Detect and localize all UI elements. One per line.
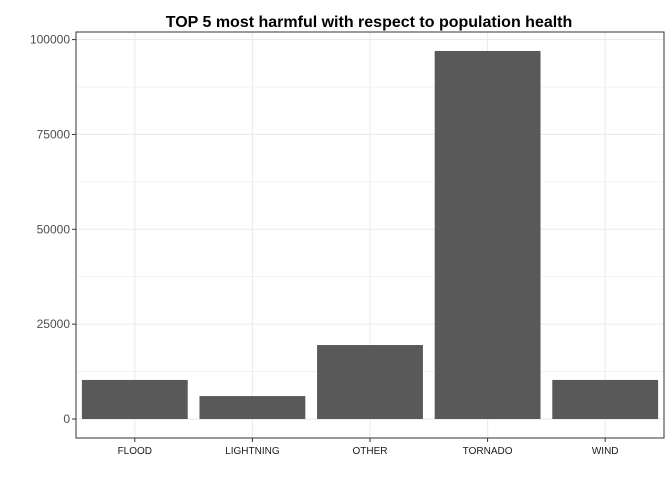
x-axis: FLOOD LIGHTNING OTHER TORNADO WIND xyxy=(118,438,619,457)
y-tick-label: 25000 xyxy=(37,317,71,331)
y-tick-label: 75000 xyxy=(37,127,71,141)
x-tick-label: LIGHTNING xyxy=(225,446,280,457)
y-tick-label: 50000 xyxy=(37,222,71,236)
bar-flood xyxy=(81,379,188,420)
y-tick-label: 0 xyxy=(63,412,70,426)
chart-title: TOP 5 most harmful with respect to popul… xyxy=(166,14,573,31)
x-tick-label: OTHER xyxy=(353,446,388,457)
bar-other xyxy=(317,345,423,420)
bar-lightning xyxy=(199,396,306,420)
bar-tornado xyxy=(434,50,541,420)
bar-wind xyxy=(552,379,659,420)
x-tick-label: FLOOD xyxy=(118,446,152,457)
bars xyxy=(81,50,659,420)
x-tick-label: TORNADO xyxy=(463,446,513,457)
y-axis: 0 25000 50000 75000 100000 xyxy=(30,33,76,426)
x-tick-label: WIND xyxy=(592,446,619,457)
y-tick-label: 100000 xyxy=(30,33,70,47)
